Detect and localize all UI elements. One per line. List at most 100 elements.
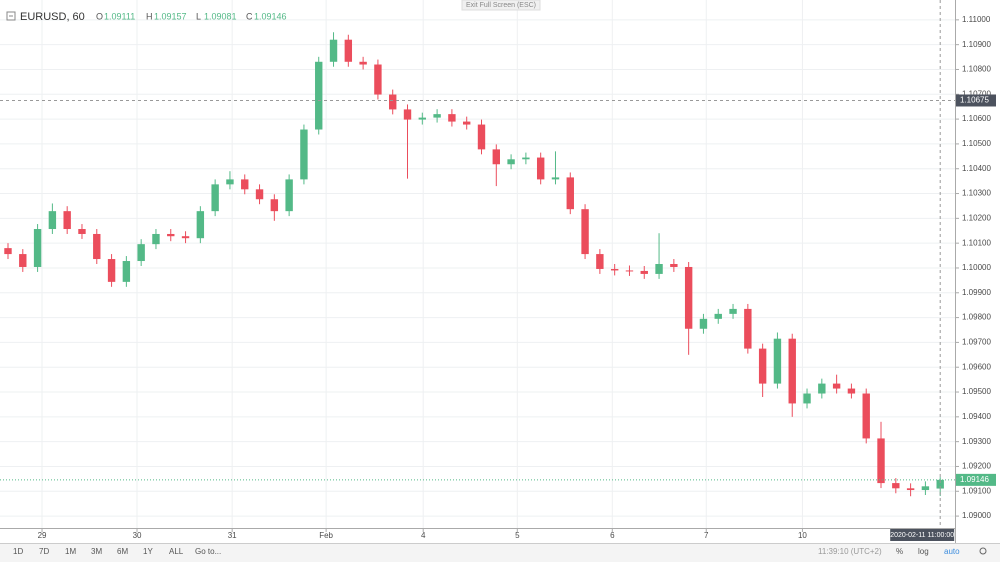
toolbar-button[interactable]: ALL [169,547,184,556]
x-tick-label: 10 [798,531,807,540]
y-tick-label: 1.09600 [962,362,991,371]
candle-body [477,124,486,150]
y-tick-label: 1.10200 [962,213,991,222]
candles [4,32,944,497]
toolbar-button[interactable]: Go to... [195,547,221,556]
toolbar-button[interactable]: 1M [65,547,76,556]
candle-body [862,393,870,439]
candle-body [418,117,427,120]
y-tick-label: 1.09200 [962,462,991,471]
candle-body [137,244,145,262]
candle-body [655,264,663,274]
candle-body [359,61,367,65]
toolbar-toggle[interactable]: % [896,547,903,556]
crosshair-price-label: 1.10675 [960,96,989,105]
y-tick-label: 1.09100 [962,486,991,495]
toolbar-button[interactable]: 1D [13,547,23,556]
candle-body [389,94,397,110]
x-tick-label: 29 [38,531,47,540]
candle-body [48,211,57,230]
toolbar-button[interactable]: 1Y [143,547,153,556]
candle-body [63,211,71,230]
candle-body [226,179,234,185]
header-value: 1.09081 [204,11,237,21]
toolbar [0,543,1000,562]
header-key: L [196,11,201,21]
x-tick-label: 4 [421,531,426,540]
candle-body [492,149,500,165]
candle-body [803,393,811,404]
header-key: H [146,11,153,21]
x-tick-label: 31 [228,531,237,540]
candle-body [241,179,249,190]
x-tick-label: 7 [704,531,709,540]
candle-body [684,266,693,329]
y-tick-label: 1.10600 [962,114,991,123]
candle-body [507,159,515,165]
y-tick-label: 1.09900 [962,288,991,297]
candle-body [196,211,205,239]
candle-body [33,229,42,267]
candle-body [729,308,737,314]
candle-body [847,388,856,394]
candle-body [788,338,796,404]
toolbar-toggle[interactable]: auto [944,547,960,556]
collapse-icon[interactable] [6,11,16,21]
exit-fullscreen[interactable]: Exit Full Screen (ESC) [466,2,536,9]
x-tick-label: 6 [610,531,615,540]
y-tick-label: 1.11000 [962,15,991,24]
y-tick-label: 1.09300 [962,437,991,446]
candle-body [936,479,944,489]
candle-body [255,189,264,200]
candle-body [433,114,441,118]
y-tick-label: 1.10300 [962,189,991,198]
toolbar-toggle[interactable]: log [918,547,929,556]
y-tick-label: 1.10900 [962,40,991,49]
candle-body [551,177,560,180]
candle-body [270,199,279,212]
last-price-box [956,473,996,486]
candle-body [122,261,131,282]
y-tick-label: 1.10800 [962,65,991,74]
y-tick-label: 1.09000 [962,511,991,520]
toolbar-button[interactable]: 3M [91,547,102,556]
candle-body [773,338,782,384]
candle-body [596,254,604,269]
candle-body [211,184,219,212]
y-tick-label: 1.09400 [962,412,991,421]
x-tick-label: 30 [133,531,142,540]
x-tick-label: Feb [319,531,333,540]
candle-body [374,64,382,95]
candle-body [181,236,190,239]
header-key: C [246,11,253,21]
candle-body [522,157,530,160]
candle-body [107,259,116,282]
header-value: 1.09146 [254,11,287,21]
y-tick-label: 1.10100 [962,238,991,247]
candle-body [19,254,27,267]
y-tick-label: 1.10500 [962,139,991,148]
candle-body [329,39,338,62]
toolbar-items: 1D 7D 1M 3M 6M 1Y ALL Go to... 11:39:10 (UTC+2)%… [13,547,987,556]
toolbar-button[interactable]: 7D [39,547,49,556]
toolbar-button[interactable]: 6M [117,547,128,556]
candle-body [300,129,308,180]
settings-icon[interactable] [979,547,987,555]
header-value: 1.09111 [104,11,135,21]
candle-body [581,209,589,255]
crosshair-time-box [890,529,955,541]
banner-box[interactable] [461,0,541,11]
y-tick-label: 1.09700 [962,338,991,347]
candle-body [285,179,293,212]
header-value: 1.09157 [154,11,187,21]
candle-body [625,270,634,272]
candle-body [714,313,722,319]
last-price-label: 1.09146 [960,475,989,484]
candle-body [167,233,175,237]
candle-body [93,233,101,260]
y-tick-label: 1.09500 [962,387,991,396]
candle-body [462,121,471,125]
